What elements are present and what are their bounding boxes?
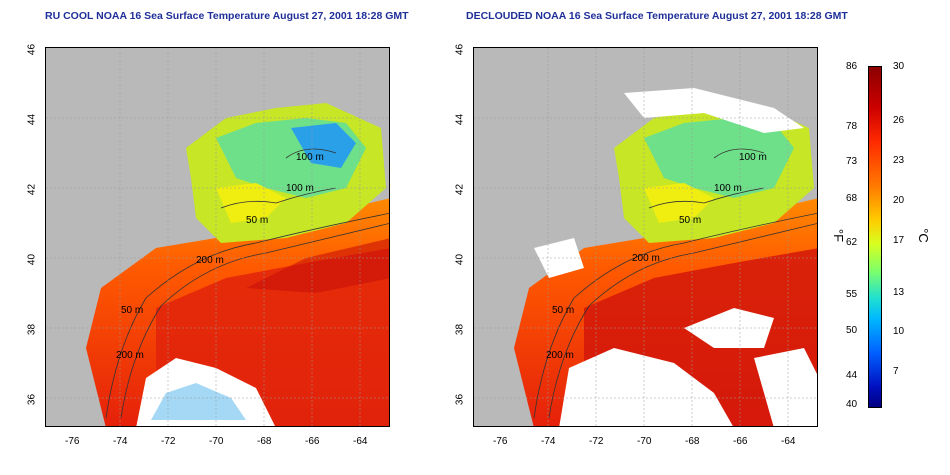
x-tick-label: -68 (685, 436, 700, 447)
c-tick-label: 20 (893, 195, 905, 206)
contour-label: 50 m (121, 305, 143, 316)
contour-label: 100 m (739, 152, 767, 163)
x-tick-label: -74 (541, 436, 556, 447)
y-tick-label: 44 (454, 113, 466, 126)
f-tick-label: 68 (846, 193, 858, 204)
x-tick-label: -68 (257, 436, 272, 447)
contour-label: 50 m (246, 215, 268, 226)
contour-label: 50 m (679, 215, 701, 226)
f-tick-label: 50 (846, 325, 858, 336)
left-panel-title: RU COOL NOAA 16 Sea Surface Temperature … (45, 10, 409, 22)
x-tick-label: -74 (113, 436, 128, 447)
c-tick-label: 13 (893, 287, 905, 298)
y-tick-label: 40 (26, 253, 38, 266)
sst-map-raw: 100 m 100 m 50 m 200 m 50 m 200 m (45, 47, 390, 427)
x-tick-label: -72 (161, 436, 176, 447)
sst-map-declouded: 100 m 100 m 50 m 200 m 50 m 200 m (473, 47, 818, 427)
y-tick-label: 38 (454, 323, 466, 336)
y-tick-label: 40 (454, 253, 466, 266)
y-tick-label: 38 (26, 323, 38, 336)
celsius-unit-label: °C (915, 228, 931, 243)
contour-label: 100 m (296, 152, 324, 163)
x-tick-label: -64 (781, 436, 796, 447)
y-tick-label: 44 (26, 113, 38, 126)
f-tick-label: 40 (846, 399, 858, 410)
c-tick-label: 23 (893, 155, 905, 166)
c-tick-label: 7 (893, 366, 899, 377)
y-tick-label: 46 (454, 43, 466, 56)
c-tick-label: 26 (893, 115, 905, 126)
contour-label: 200 m (546, 350, 574, 361)
f-tick-label: 73 (846, 156, 858, 167)
f-tick-label: 62 (846, 237, 858, 248)
y-tick-label: 36 (454, 393, 466, 406)
x-tick-label: -66 (733, 436, 748, 447)
contour-label: 50 m (552, 305, 574, 316)
f-tick-label: 44 (846, 370, 858, 381)
contour-label: 100 m (714, 183, 742, 194)
contour-label: 200 m (116, 350, 144, 361)
f-tick-label: 55 (846, 289, 858, 300)
contour-label: 200 m (632, 253, 660, 264)
y-tick-label: 42 (26, 183, 38, 196)
y-tick-label: 46 (26, 43, 38, 56)
y-tick-label: 42 (454, 183, 466, 196)
fahrenheit-unit-label: °F (831, 228, 847, 243)
y-tick-label: 36 (26, 393, 38, 406)
temperature-colorbar (868, 66, 882, 408)
x-tick-label: -66 (305, 436, 320, 447)
x-tick-label: -72 (589, 436, 604, 447)
x-tick-label: -76 (65, 436, 80, 447)
c-tick-label: 30 (893, 61, 905, 72)
x-tick-label: -70 (209, 436, 224, 447)
right-panel-title: DECLOUDED NOAA 16 Sea Surface Temperatur… (466, 10, 848, 22)
x-tick-label: -70 (637, 436, 652, 447)
c-tick-label: 17 (893, 235, 905, 246)
c-tick-label: 10 (893, 326, 905, 337)
f-tick-label: 78 (846, 121, 858, 132)
contour-label: 100 m (286, 183, 314, 194)
x-tick-label: -64 (353, 436, 368, 447)
f-tick-label: 86 (846, 61, 858, 72)
x-tick-label: -76 (493, 436, 508, 447)
contour-label: 200 m (196, 255, 224, 266)
